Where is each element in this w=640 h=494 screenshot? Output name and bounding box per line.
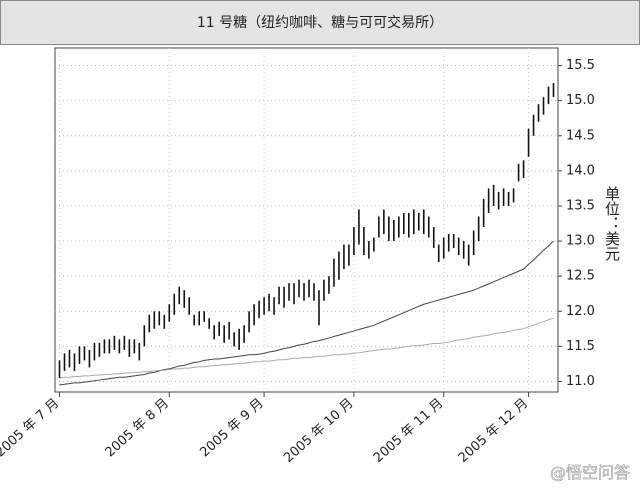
watermark: @悟空问答 [550,463,630,482]
x-tick-label: 2005 年 7 月 [0,396,62,461]
y-tick-label: 15.0 [566,93,595,108]
y-tick-label: 12.0 [566,304,595,319]
y-tick-label: 15.5 [566,58,595,73]
x-tick-label: 2005 年 8 月 [103,396,172,461]
moving-average-line [59,240,554,386]
x-tick-label: 2005 年 11 月 [371,396,446,466]
x-tick-label: 2005 年 9 月 [197,396,266,461]
y-tick-label: 13.0 [566,234,595,249]
chart-title: 11 号糖（纽约咖啡、糖与可可交易所） [197,14,443,31]
y-tick-label: 11.5 [566,339,595,354]
y-tick-label: 11.0 [566,374,595,389]
y-tick-label: 13.5 [566,198,595,213]
x-tick-label: 2005 年 10 月 [281,396,356,466]
plot-frame [54,47,559,393]
title-band [0,0,640,45]
y-axis-label: 单位：美元 [603,186,621,262]
y-tick-label: 14.0 [566,163,595,178]
x-tick-label: 2005 年 12 月 [456,396,531,466]
y-tick-label: 12.5 [566,269,595,284]
moving-average-line [59,317,554,379]
y-tick-label: 14.5 [566,128,595,143]
